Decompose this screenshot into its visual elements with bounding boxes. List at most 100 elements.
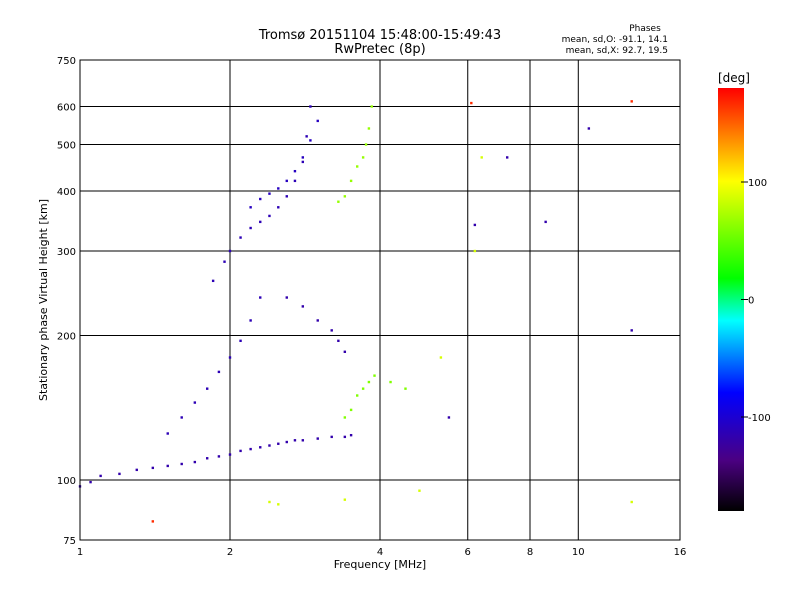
data-point — [259, 296, 262, 299]
data-point — [473, 223, 477, 227]
colorbar-label: [deg] — [718, 71, 750, 85]
data-point — [259, 197, 262, 201]
data-point — [355, 394, 359, 397]
data-point — [370, 105, 373, 108]
stats-o-line: mean, sd,O: -91.1, 14.1 — [562, 35, 668, 45]
data-point — [205, 387, 209, 390]
data-point — [367, 380, 371, 384]
data-point — [630, 500, 633, 504]
data-point — [316, 119, 319, 123]
data-point — [361, 387, 365, 390]
x-tick-label: 10 — [572, 547, 585, 558]
data-point — [118, 472, 121, 476]
data-point — [480, 156, 483, 159]
data-point — [343, 416, 347, 419]
data-point — [268, 444, 271, 447]
data-point — [630, 329, 633, 332]
data-point — [301, 439, 305, 442]
stats-title: Phases — [629, 24, 661, 34]
data-point — [301, 156, 305, 159]
x-axis-ticks: 1 2 4 6 8 10 16 — [77, 547, 687, 558]
x-tick-label: 2 — [227, 547, 233, 558]
data-point — [249, 319, 252, 322]
y-tick-label: 200 — [57, 332, 76, 343]
data-point — [239, 339, 242, 343]
data-point — [135, 468, 138, 472]
data-point — [587, 127, 591, 130]
data-point — [447, 416, 451, 419]
data-point — [316, 437, 319, 440]
data-point — [249, 226, 252, 230]
y-tick-label: 100 — [57, 476, 76, 487]
data-point — [630, 100, 633, 103]
data-point — [343, 498, 347, 501]
data-point — [277, 206, 280, 209]
data-point — [404, 387, 407, 390]
x-tick-label: 16 — [674, 547, 687, 558]
data-point — [99, 474, 102, 478]
y-tick-label: 750 — [57, 56, 76, 67]
data-point — [470, 101, 473, 105]
data-point — [228, 356, 232, 359]
data-point — [259, 446, 262, 449]
data-point — [293, 439, 297, 442]
data-point — [349, 433, 353, 437]
data-point — [166, 464, 169, 468]
data-point — [337, 339, 340, 343]
data-point — [316, 319, 319, 322]
data-point — [239, 236, 242, 239]
chart-subtitle: RwPretec (8p) — [334, 42, 425, 57]
colorbar-tick-label: 100 — [748, 178, 767, 189]
data-point — [505, 156, 509, 159]
data-point — [268, 192, 271, 195]
y-axis-ticks: 75 100 200 300 400 500 600 750 — [57, 56, 76, 547]
y-tick-label: 400 — [57, 187, 76, 198]
colorbar-tick-label: 0 — [748, 296, 754, 307]
data-point — [361, 156, 365, 159]
data-point — [301, 305, 305, 308]
data-point — [211, 279, 215, 283]
data-point — [439, 356, 443, 359]
x-tick-label: 8 — [527, 547, 533, 558]
data-point — [268, 500, 271, 504]
x-tick-label: 6 — [465, 547, 471, 558]
data-point — [330, 329, 333, 332]
data-point — [343, 435, 347, 439]
y-tick-label: 75 — [63, 536, 76, 547]
y-tick-label: 600 — [57, 103, 76, 114]
data-point — [389, 380, 392, 384]
colorbar — [718, 88, 744, 511]
data-point — [285, 179, 288, 183]
chart-title: Tromsø 20151104 15:48:00-15:49:43 — [258, 28, 501, 43]
data-point — [301, 160, 305, 164]
data-point — [277, 503, 280, 506]
data-point — [268, 214, 271, 218]
data-point — [349, 179, 353, 183]
data-point — [305, 135, 308, 138]
data-point — [217, 455, 221, 458]
data-point — [285, 195, 288, 198]
data-point — [223, 260, 226, 263]
data-point — [367, 127, 371, 130]
y-tick-label: 300 — [57, 247, 76, 258]
data-point — [193, 460, 197, 464]
data-point — [473, 249, 477, 253]
data-point — [259, 220, 262, 224]
colorbar-ticks: -100 0 100 — [741, 178, 771, 424]
data-point — [364, 143, 368, 146]
data-point — [249, 447, 252, 451]
data-point — [193, 401, 197, 404]
y-tick-label: 500 — [57, 141, 76, 152]
y-axis-label: Stationary phase Virtual Height [km] — [37, 199, 50, 401]
data-point — [293, 169, 297, 173]
data-point — [166, 432, 169, 435]
data-point — [89, 480, 92, 484]
data-point — [330, 435, 333, 439]
data-point — [293, 179, 297, 183]
data-point — [309, 139, 312, 142]
data-point — [205, 457, 209, 460]
x-axis-label: Frequency [MHz] — [334, 558, 426, 571]
data-point — [277, 187, 280, 190]
data-point — [355, 165, 359, 168]
